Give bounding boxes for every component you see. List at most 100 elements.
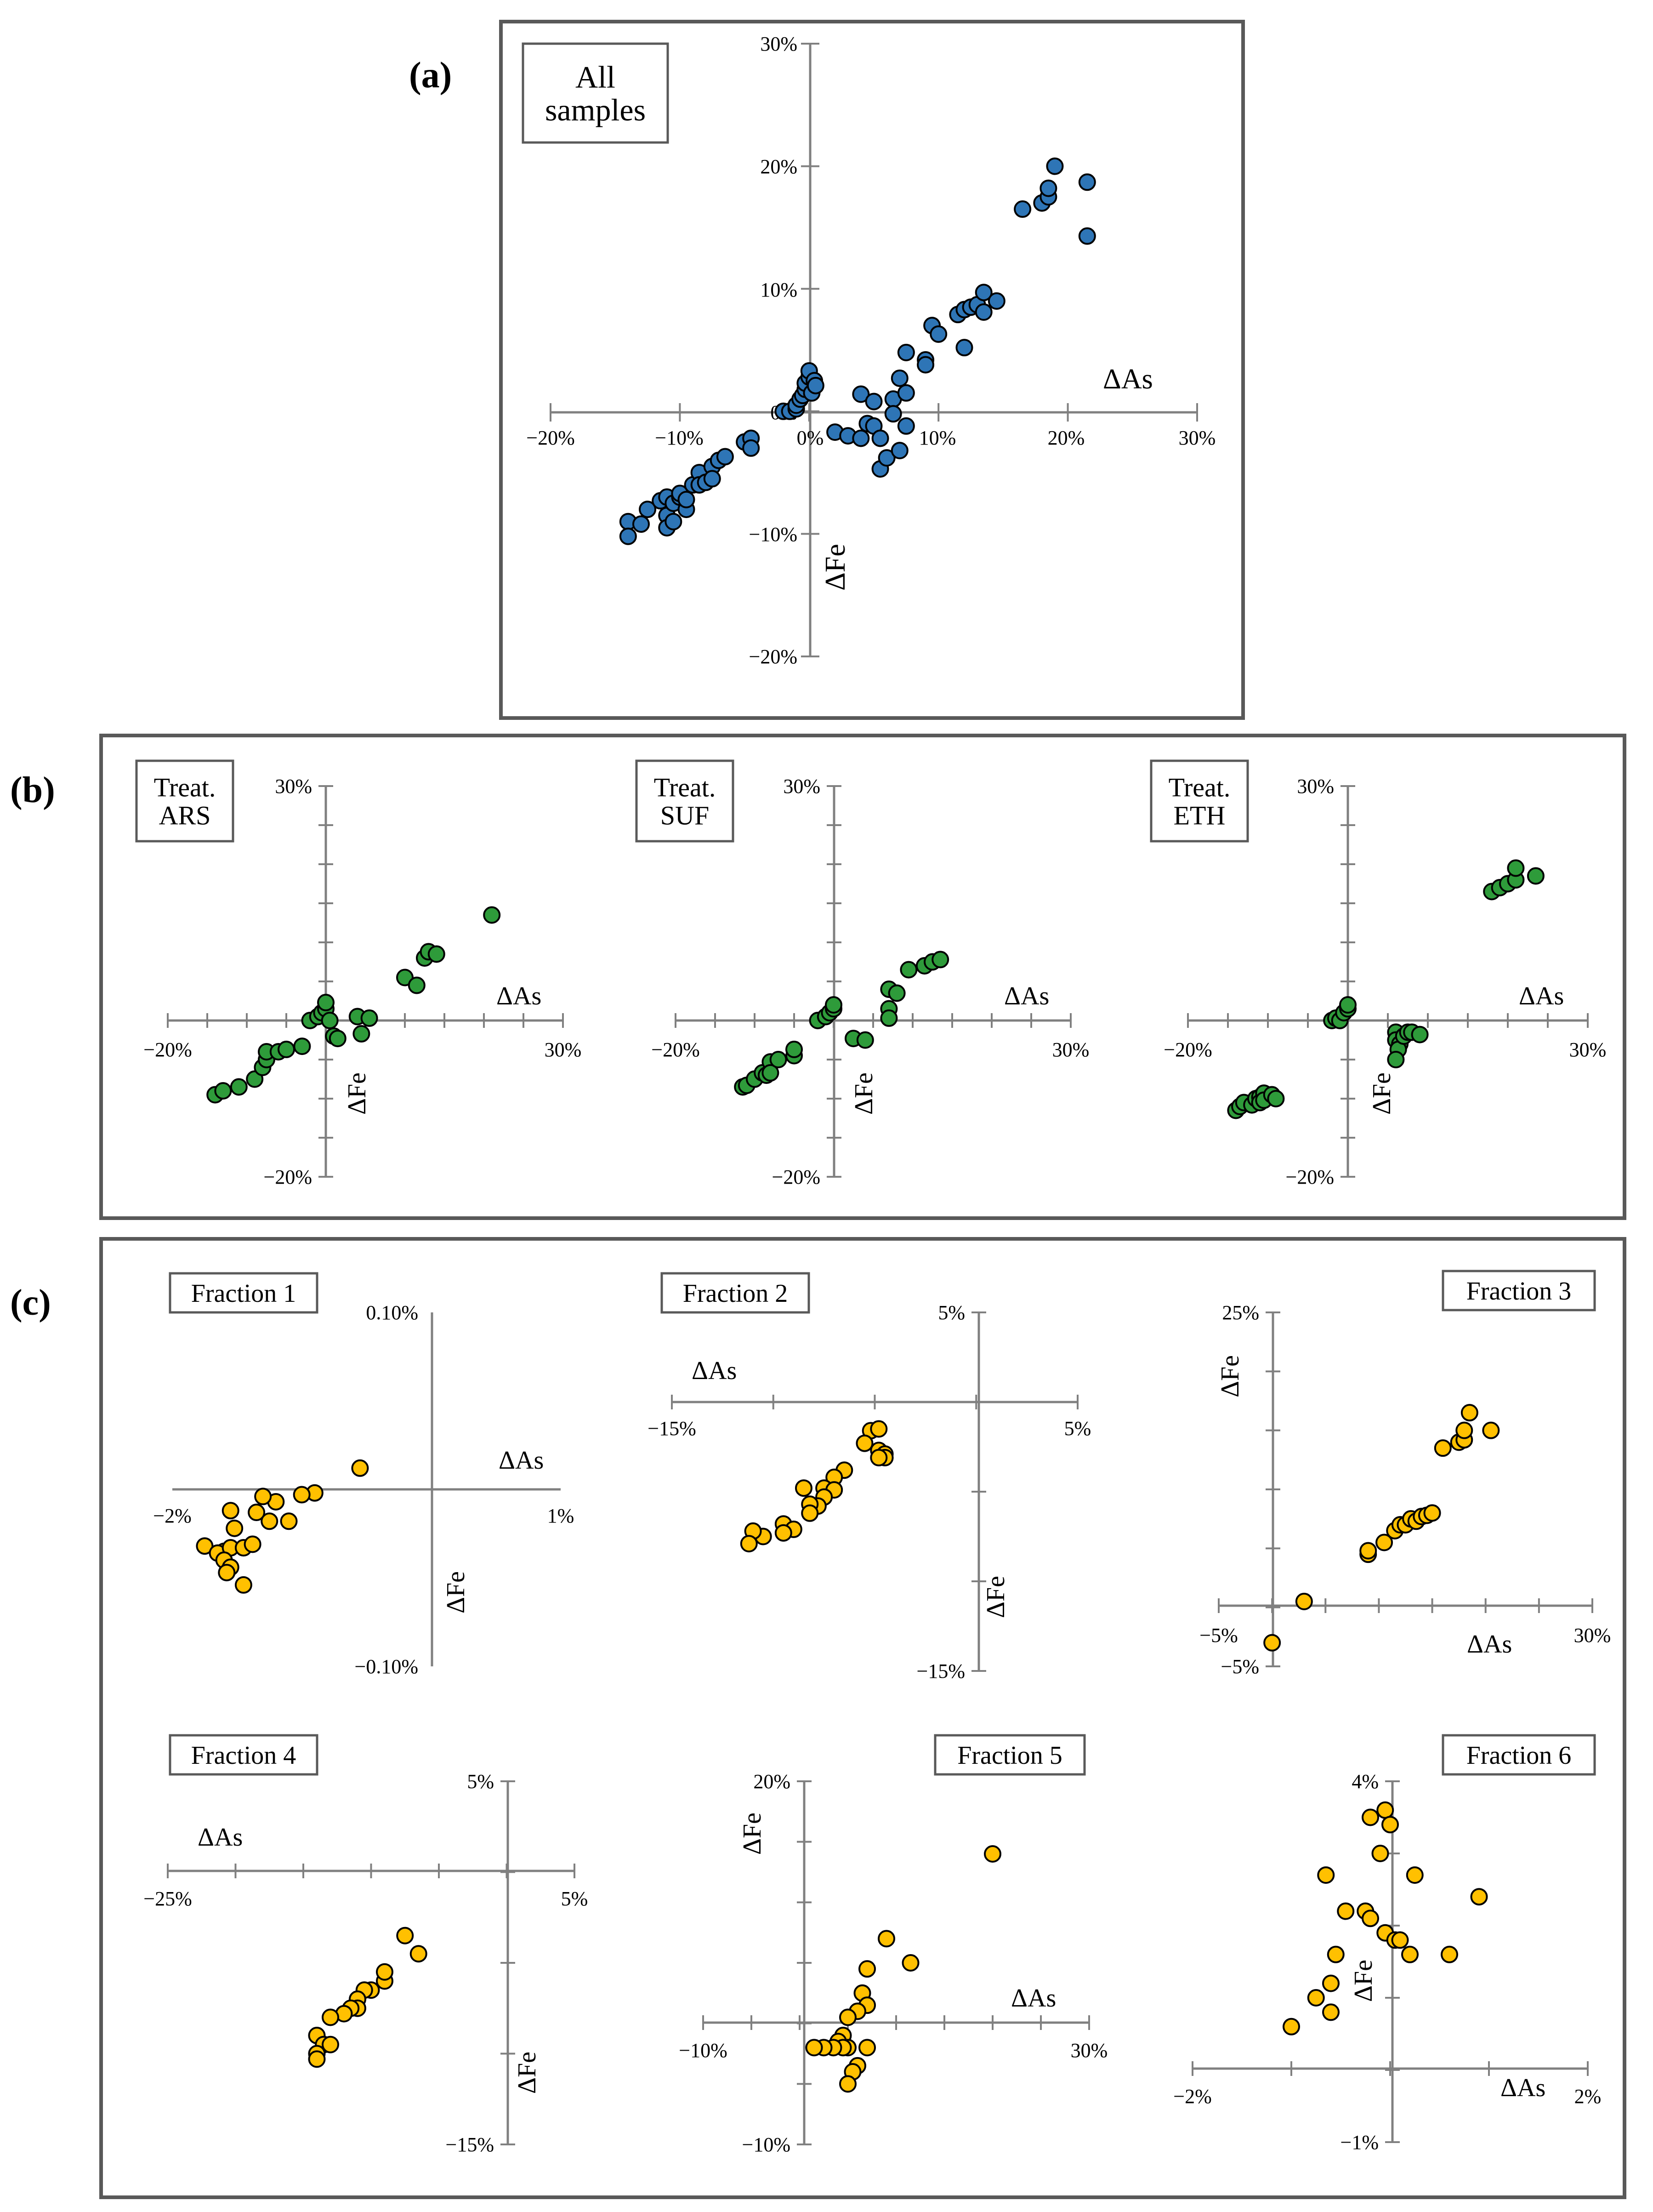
data-point — [1460, 1404, 1478, 1422]
data-point — [884, 405, 902, 423]
data-point — [246, 1070, 264, 1088]
data-point — [1322, 2003, 1340, 2021]
x-axis-title: ΔAs — [1500, 2074, 1545, 2102]
chart-title: Fraction 2 — [683, 1279, 788, 1308]
chart-title-box — [522, 42, 669, 144]
x-tick-label: 10% — [919, 427, 956, 449]
x-tick-label: 30% — [545, 1038, 582, 1061]
y-axis-title: ΔFe — [1368, 1072, 1396, 1115]
chart-title: Fraction 6 — [1466, 1741, 1572, 1770]
y-tick-label: −0.10% — [355, 1655, 418, 1678]
data-point — [293, 1038, 311, 1055]
chart-c6: −2% 2% −1% 4% ΔAs ΔFe Fraction 6 — [1173, 1734, 1602, 2154]
data-point — [321, 1012, 339, 1029]
x-tick-label: 0% — [797, 427, 824, 449]
y-tick-label: −15% — [446, 2133, 494, 2156]
chart-title: Treat. — [1169, 772, 1231, 802]
data-point — [222, 1502, 239, 1520]
data-point — [317, 993, 335, 1011]
data-point — [871, 429, 889, 447]
x-tick-label: −20% — [651, 1038, 699, 1061]
x-axis-title: ΔAs — [198, 1823, 243, 1852]
x-tick-label: 30% — [1574, 1624, 1611, 1647]
chart-title-box — [660, 1272, 810, 1314]
x-tick-label: −2% — [153, 1505, 191, 1527]
data-point — [1391, 1931, 1409, 1949]
data-point — [1339, 996, 1357, 1014]
y-tick-label: −20% — [772, 1166, 820, 1188]
chart-title-box — [169, 1272, 318, 1314]
chart-title: ETH — [1174, 800, 1226, 830]
data-point — [1359, 1542, 1377, 1560]
data-point — [975, 303, 993, 321]
data-point — [807, 376, 824, 394]
data-point — [1040, 179, 1057, 197]
x-tick-label: −10% — [655, 427, 703, 449]
data-point — [703, 470, 721, 488]
x-tick-label: 30% — [1052, 1038, 1090, 1061]
data-point — [1376, 1801, 1394, 1819]
data-point — [932, 951, 949, 969]
chart-b1: −20% 30% −20% 30% ΔAs ΔFe Treat.ARS — [135, 759, 582, 1188]
x-tick-label: −10% — [679, 2039, 727, 2062]
x-axis-title: ΔAs — [1004, 982, 1049, 1010]
x-tick-label: 30% — [1071, 2039, 1108, 2062]
data-point — [742, 439, 760, 457]
x-tick-label: 5% — [561, 1887, 588, 1910]
data-point — [955, 339, 973, 357]
data-point — [870, 1420, 888, 1438]
x-tick-label: 5% — [1064, 1417, 1091, 1440]
chart-title-box — [1442, 1734, 1596, 1776]
x-tick-label: 30% — [1569, 1038, 1607, 1061]
data-point — [639, 501, 657, 519]
data-point — [226, 1519, 244, 1537]
y-axis-title: ΔFe — [1349, 1960, 1378, 2002]
y-tick-label: −20% — [1286, 1166, 1334, 1188]
data-point — [870, 1448, 888, 1466]
y-tick-label: 4% — [1352, 1770, 1379, 1793]
y-tick-label: 20% — [760, 155, 797, 178]
data-point — [761, 1064, 779, 1082]
data-point — [858, 2039, 876, 2057]
data-point — [1362, 1910, 1379, 1927]
data-point — [897, 343, 915, 361]
data-point — [878, 449, 896, 467]
y-tick-label: −20% — [749, 645, 797, 668]
x-tick-label: 30% — [1179, 427, 1216, 449]
data-point — [774, 1524, 792, 1542]
data-point — [880, 1009, 898, 1027]
data-point — [856, 1434, 874, 1452]
data-point — [716, 448, 734, 466]
chart-title-box — [934, 1734, 1086, 1776]
data-point — [740, 1535, 758, 1553]
data-point — [795, 1479, 812, 1497]
chart-title: Fraction 5 — [957, 1741, 1062, 1770]
x-tick-label: 2% — [1574, 2085, 1602, 2108]
y-tick-label: −15% — [917, 1660, 965, 1682]
chart-title: SUF — [660, 800, 709, 830]
data-point — [1381, 1816, 1399, 1834]
y-tick-label: −5% — [1221, 1655, 1259, 1678]
data-point — [1371, 1845, 1389, 1862]
data-point — [1078, 173, 1096, 191]
chart-title: All — [575, 60, 615, 95]
data-point — [1014, 200, 1032, 218]
data-point — [801, 1504, 819, 1522]
data-point — [483, 906, 501, 924]
x-tick-label: −15% — [648, 1417, 696, 1440]
chart-title-box — [1442, 1270, 1596, 1311]
chart-title-box — [169, 1734, 318, 1776]
data-point — [975, 284, 993, 302]
data-point — [1337, 1902, 1355, 1920]
panel-c-label: (c) — [10, 1283, 51, 1323]
data-point — [1441, 1945, 1458, 1963]
data-point — [825, 996, 842, 1014]
data-point — [619, 527, 637, 545]
data-point — [1434, 1439, 1452, 1457]
data-point — [396, 969, 414, 986]
x-tick-label: −5% — [1199, 1624, 1238, 1647]
chart-title: Fraction 1 — [191, 1279, 296, 1308]
y-axis-title: ΔFe — [850, 1072, 878, 1115]
x-axis-title: ΔAs — [499, 1446, 544, 1475]
data-point — [293, 1486, 311, 1504]
